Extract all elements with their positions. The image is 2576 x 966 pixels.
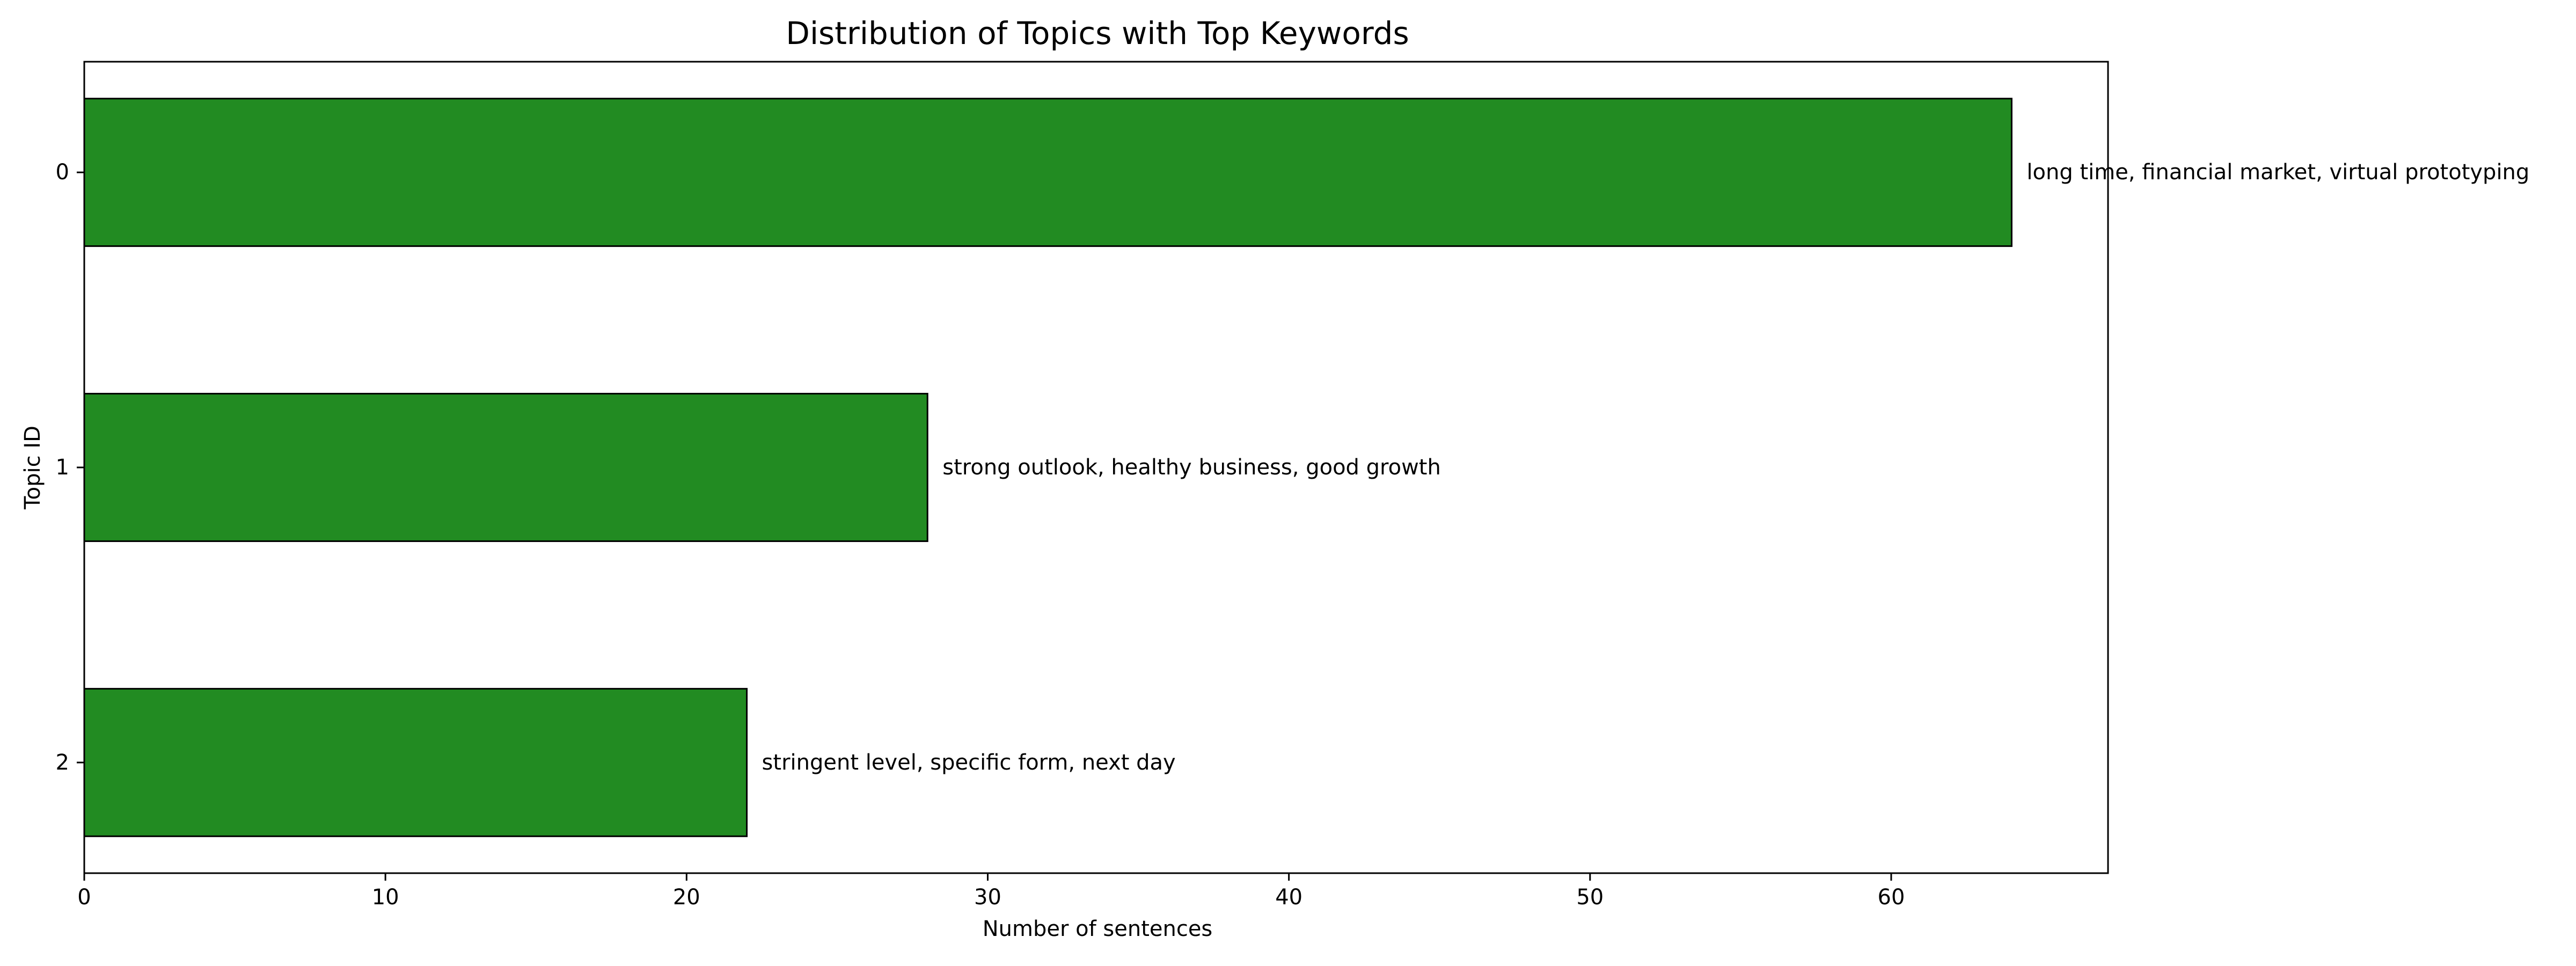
x-tick-label: 10 <box>372 885 399 910</box>
x-tick-label: 0 <box>77 885 91 910</box>
y-tick-label: 2 <box>56 750 69 775</box>
bar-label-topic-2: stringent level, specific form, next day <box>762 750 1176 775</box>
x-tick-label: 40 <box>1275 885 1302 910</box>
bar-topic-1 <box>83 393 928 542</box>
bar-topic-0 <box>83 98 2012 247</box>
y-axis-label: Topic ID <box>20 426 45 510</box>
x-axis-label: Number of sentences <box>983 917 1213 941</box>
bar-topic-2 <box>83 687 748 837</box>
bar-label-topic-1: strong outlook, healthy business, good g… <box>942 455 1441 480</box>
y-tick-label: 1 <box>56 455 69 480</box>
x-tick-label: 50 <box>1576 885 1604 910</box>
bar-labels-layer: long time, financial market, virtual pro… <box>762 160 2530 775</box>
x-tick-label: 60 <box>1878 885 1905 910</box>
x-axis: 0 10 20 30 40 50 60 <box>77 873 1905 910</box>
y-tick-label: 0 <box>56 160 69 185</box>
bar-label-topic-0: long time, financial market, virtual pro… <box>2026 160 2529 185</box>
x-tick-label: 20 <box>673 885 700 910</box>
y-axis: 0 1 2 <box>56 160 84 775</box>
bars-layer <box>83 98 2012 837</box>
x-tick-label: 30 <box>974 885 1001 910</box>
chart-title: Distribution of Topics with Top Keywords <box>786 15 1409 52</box>
